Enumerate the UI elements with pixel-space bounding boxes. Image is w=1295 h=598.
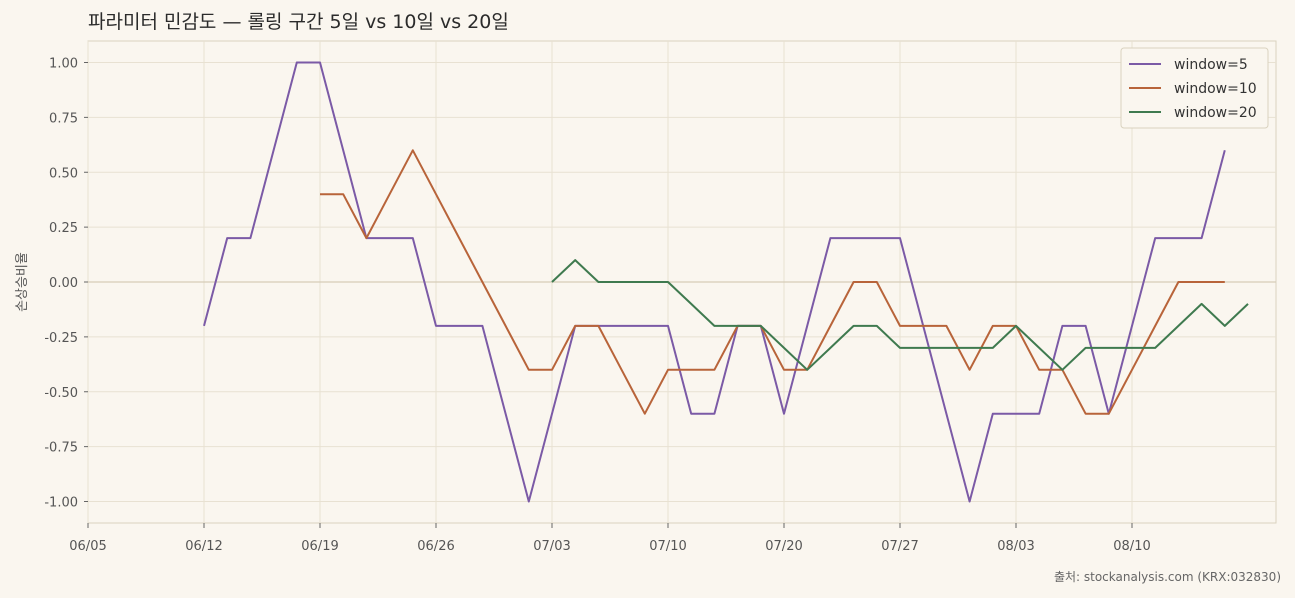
legend-label: window=20 <box>1174 105 1257 121</box>
x-tick-label: 07/20 <box>765 539 802 554</box>
series-line-3 <box>551 259 1249 371</box>
source-note: 출처: stockanalysis.com (KRX:032830) <box>1054 570 1281 584</box>
x-tick-label: 07/10 <box>649 539 686 554</box>
x-tick-label: 06/19 <box>301 539 338 554</box>
y-tick-label: -1.00 <box>44 496 78 511</box>
y-axis: 1.00 0.75 0.50 0.25 0.00 -0.25 -0.50 -0.75 -1.00 <box>44 57 88 511</box>
legend-box <box>1120 47 1269 129</box>
x-axis: 06/05 06/12 06/19 06/26 07/03 07/10 07/20 07/27… <box>69 523 1151 554</box>
x-tick-label: 07/03 <box>533 539 570 554</box>
y-tick-label: 0.50 <box>49 166 78 181</box>
series-layer <box>203 61 1249 503</box>
y-tick-label: 0.75 <box>49 111 78 126</box>
y-tick-label: 1.00 <box>49 57 78 72</box>
x-tick-label: 06/12 <box>185 539 222 554</box>
x-tick-label: 08/03 <box>997 539 1034 554</box>
legend-label: window=10 <box>1174 81 1257 97</box>
legend-label: window=5 <box>1174 57 1248 73</box>
y-tick-label: -0.25 <box>44 331 78 346</box>
x-tick-label: 07/27 <box>881 539 918 554</box>
y-tick-label: -0.50 <box>44 386 78 401</box>
x-tick-label: 08/10 <box>1113 539 1150 554</box>
y-axis-label: 손상승비율 <box>15 252 30 312</box>
chart-title: 파라미터 민감도 — 롤링 구간 5일 vs 10일 vs 20일 <box>88 11 509 33</box>
legend: window=5 window=10 window=20 <box>1120 47 1269 129</box>
series-line-2 <box>320 149 1225 415</box>
series-line-1 <box>203 61 1226 503</box>
y-tick-label: -0.75 <box>44 441 78 456</box>
y-tick-label: 0.25 <box>49 221 78 236</box>
y-tick-label: 0.00 <box>49 276 78 291</box>
x-tick-label: 06/05 <box>69 539 106 554</box>
x-tick-label: 06/26 <box>417 539 454 554</box>
